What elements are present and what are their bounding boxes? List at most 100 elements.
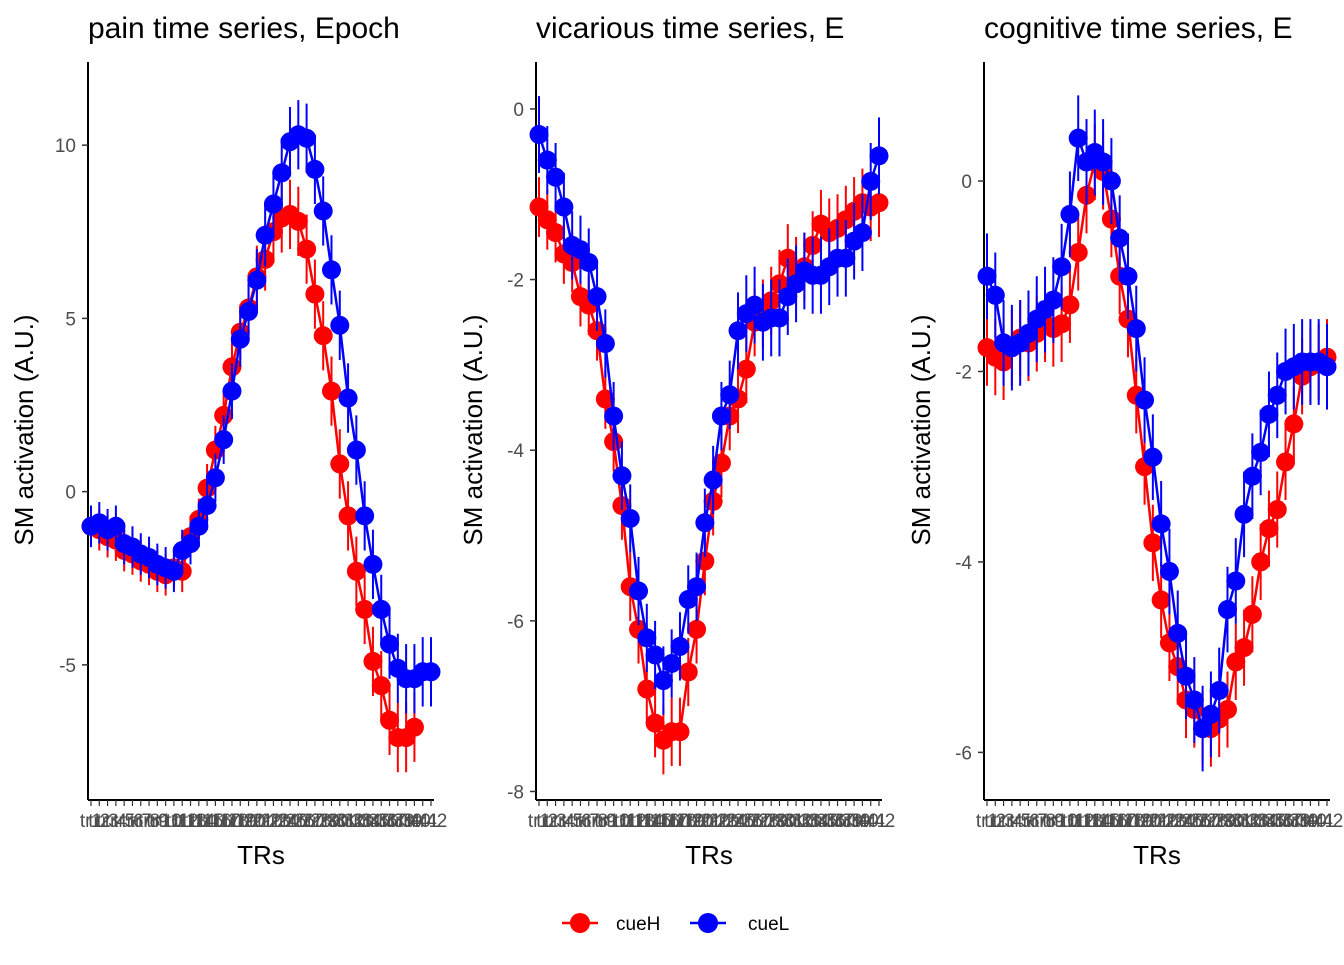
x-tick-label: tr19 (1120, 811, 1153, 832)
data-point (297, 239, 317, 259)
x-tick-label: tr6 (1017, 811, 1039, 832)
x-tick-label: tr6 (569, 811, 591, 832)
y-tick-label: -4 (507, 441, 524, 462)
x-axis-title: TRs (237, 840, 285, 870)
panel-title: vicarious time series, E (536, 12, 844, 45)
y-tick-label: -2 (507, 271, 524, 292)
x-tick-label: tr10 (1045, 811, 1078, 832)
data-point (546, 223, 566, 243)
data-point (1143, 533, 1163, 553)
x-tick-label: tr38 (381, 811, 414, 832)
data-point (1043, 290, 1063, 310)
x-tick-label: tr35 (805, 811, 838, 832)
x-tick-label: tr17 (207, 811, 240, 832)
x-tick-label: tr29 (307, 811, 340, 832)
data-point (363, 651, 383, 671)
data-point (985, 285, 1005, 305)
plot-area: -6-4-20tr1tr2tr3tr4tr5tr6tr7tr8tr9tr10tr… (955, 62, 1343, 832)
x-tick-label: tr38 (1277, 811, 1310, 832)
data-point (1209, 680, 1229, 700)
data-point (678, 662, 698, 682)
x-tick-label: tr19 (224, 811, 257, 832)
data-point (1060, 204, 1080, 224)
x-tick-label: tr42 (1311, 811, 1344, 832)
x-tick-label: tr39 (838, 811, 871, 832)
data-point (529, 125, 549, 145)
data-point (537, 150, 557, 170)
data-point (255, 225, 275, 245)
data-point (181, 534, 201, 554)
x-tick-label: tr16 (647, 811, 680, 832)
data-point (1226, 652, 1246, 672)
x-tick-label: tr15 (639, 811, 672, 832)
panel-title: cognitive time series, E (984, 12, 1292, 45)
x-tick-label: tr1 (80, 811, 102, 832)
data-point (1135, 390, 1155, 410)
data-point (1259, 519, 1279, 539)
data-point (587, 287, 607, 307)
y-tick-label: 0 (65, 483, 76, 504)
data-point (189, 516, 209, 536)
data-point (1060, 295, 1080, 315)
data-point (769, 308, 789, 328)
data-point (1093, 152, 1113, 172)
legend-item-cueH[interactable]: cueH (562, 913, 660, 935)
y-tick-label: 0 (513, 100, 524, 121)
x-tick-label: tr23 (257, 811, 290, 832)
data-point (977, 266, 997, 286)
data-point (1317, 357, 1337, 377)
data-point (546, 167, 566, 187)
data-point (355, 506, 375, 526)
data-point (313, 201, 333, 221)
data-point (869, 146, 889, 166)
legend-item-cueL[interactable]: cueL (690, 913, 789, 935)
x-tick-label: tr41 (1302, 811, 1335, 832)
y-axis-title: SM activation (A.U.) (458, 314, 488, 545)
x-tick-label: tr35 (1253, 811, 1286, 832)
y-tick-label: -5 (59, 656, 76, 677)
plot-area: -8 -6 -4 -2 0 tr1tr2tr3tr4tr5tr6tr7tr8tr9tr10… (507, 62, 895, 832)
legend-label: cueH (616, 914, 660, 935)
data-point (1217, 600, 1237, 620)
data-point (1242, 604, 1262, 624)
x-tick-label: tr36 (365, 811, 398, 832)
x-tick-label: tr27 (1186, 811, 1219, 832)
x-tick-label: tr17 (655, 811, 688, 832)
data-point (404, 717, 424, 737)
x-tick-label: tr7 (1026, 811, 1048, 832)
x-tick-label: tr6 (121, 811, 143, 832)
x-tick-label: tr33 (788, 811, 821, 832)
data-point (1226, 571, 1246, 591)
series-cueH (81, 179, 424, 773)
data-point (1151, 590, 1171, 610)
x-tick-label: tr34 (796, 811, 829, 832)
x-tick-label: tr9 (594, 811, 616, 832)
x-tick-label: tr15 (1087, 811, 1120, 832)
data-point (1126, 319, 1146, 339)
x-tick-label: tr37 (821, 811, 854, 832)
x-tick-label: tr26 (282, 811, 315, 832)
x-tick-label: tr35 (357, 811, 390, 832)
data-point (1052, 257, 1072, 277)
data-point (106, 516, 126, 536)
y-tick-label: -6 (507, 612, 524, 633)
x-tick-label: tr33 (340, 811, 373, 832)
x-tick-label: tr30 (315, 811, 348, 832)
x-tick-label: tr5 (113, 811, 135, 832)
x-tick-label: tr4 (553, 811, 576, 832)
x-tick-label: tr25 (722, 811, 755, 832)
data-point (1168, 623, 1188, 643)
data-point (645, 645, 665, 665)
data-point (1176, 666, 1196, 686)
data-point (321, 381, 341, 401)
plot-area: -50510tr1tr2tr3tr4tr5tr6tr7tr8tr9tr10tr1… (55, 62, 447, 832)
x-tick-label: tr28 (747, 811, 780, 832)
data-point (1052, 314, 1072, 334)
x-tick-label: tr23 (1153, 811, 1186, 832)
x-tick-label: tr20 (232, 811, 265, 832)
x-tick-label: tr8 (138, 811, 160, 832)
data-point (736, 359, 756, 379)
y-tick-label: 0 (961, 172, 972, 193)
x-tick-label: tr7 (578, 811, 600, 832)
